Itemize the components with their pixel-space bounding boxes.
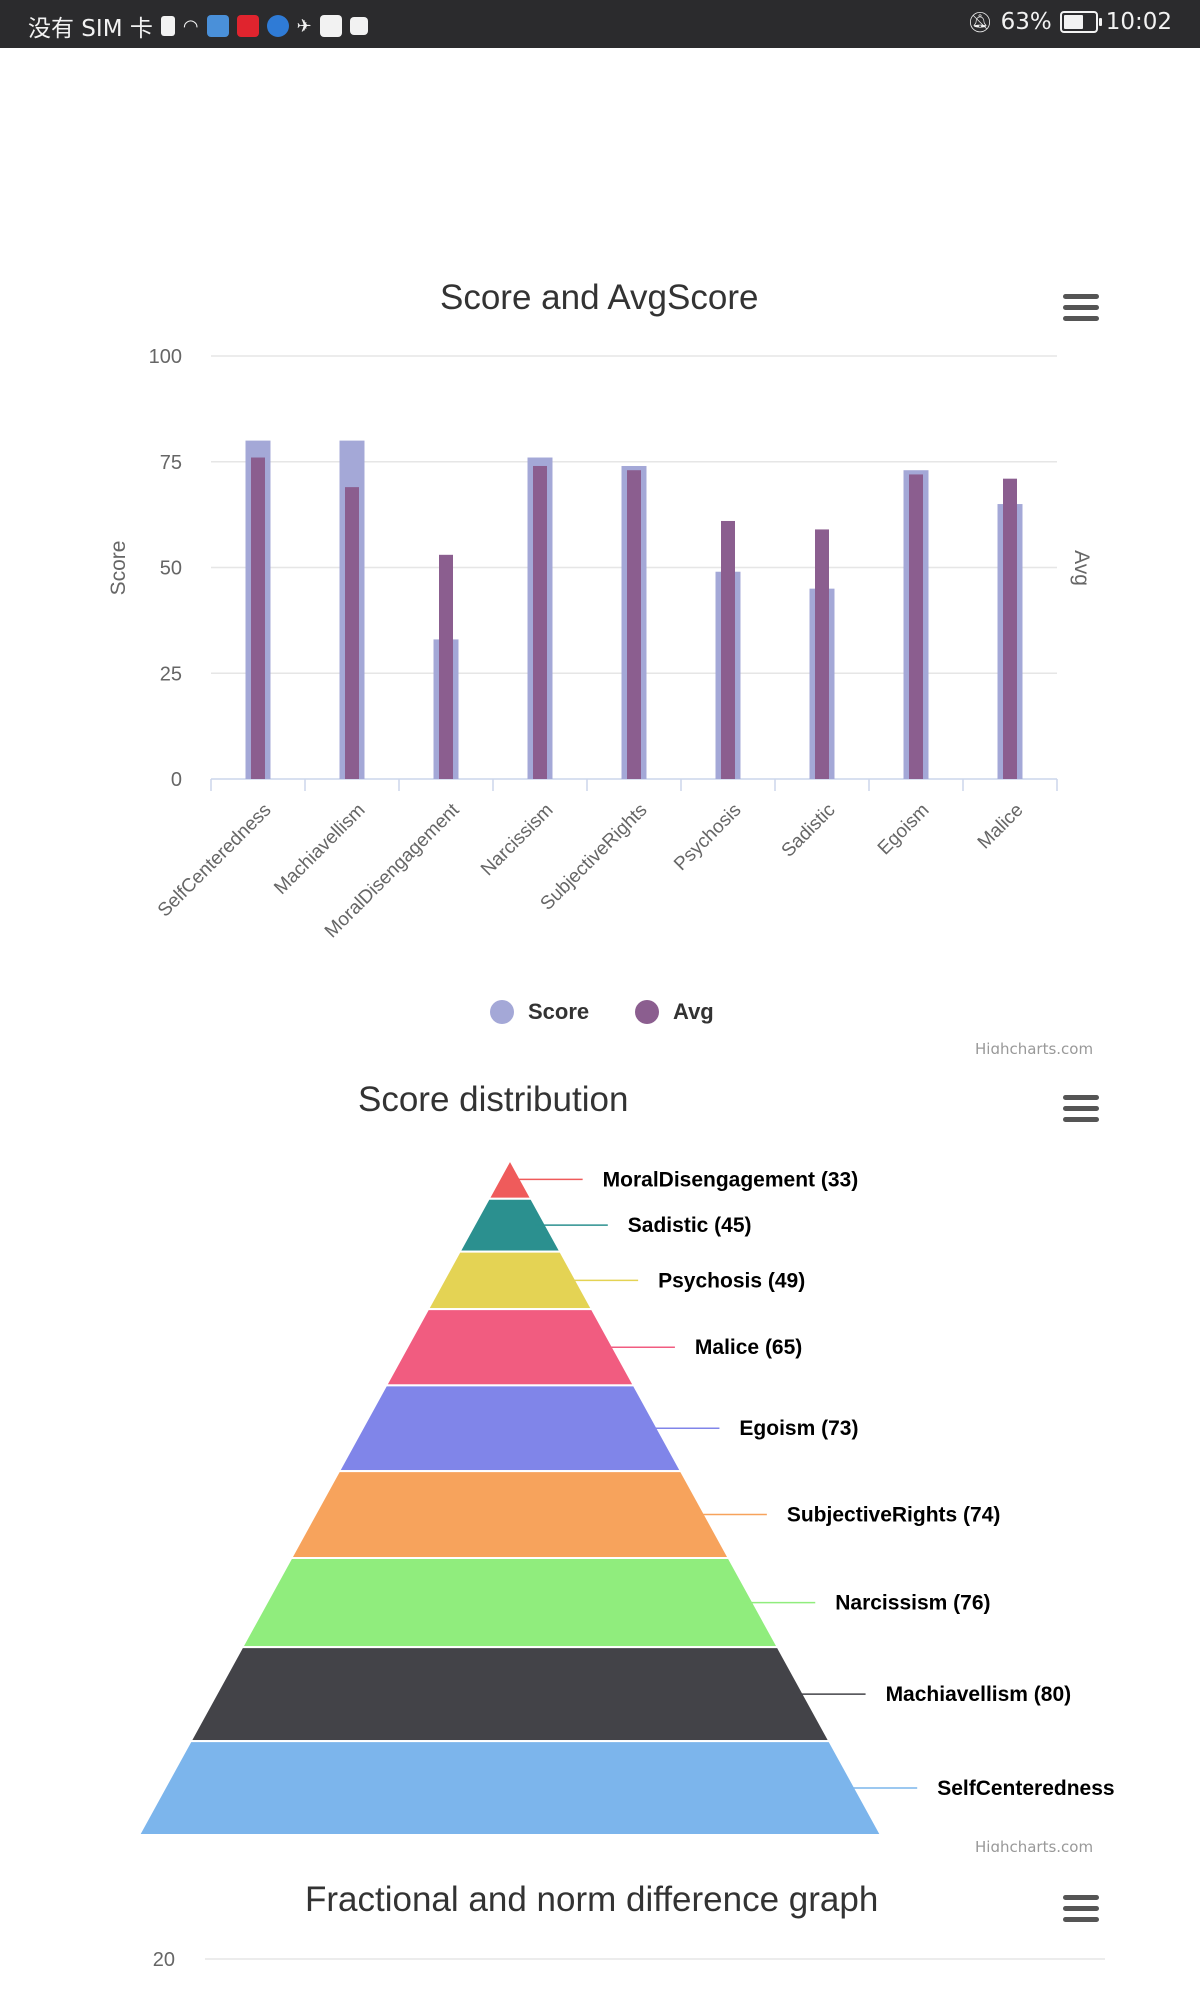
x-tick-label: Malice (974, 800, 1028, 854)
message-icon (319, 15, 342, 37)
pyramid-segment (384, 1308, 636, 1387)
legend-marker (635, 1000, 659, 1024)
y-tick-label: 75 (160, 452, 182, 474)
x-tick-label: Psychosis (670, 800, 745, 875)
pyramid-chart-svg: MoralDisengagement (33) Sadistic (45) Psyc… (137, 1157, 1115, 1836)
data-label: SelfCenteredness (937, 1777, 1114, 1800)
chart-title-fractional: Fractional and norm difference graph (305, 1880, 879, 1919)
y2-axis-title: Avg (1070, 550, 1093, 586)
y-tick-label: 50 (160, 558, 182, 580)
bird-icon: ✈ (296, 15, 312, 37)
data-label: Machiavellism (80) (886, 1683, 1072, 1706)
y-tick-label: 20 (153, 1949, 175, 1971)
x-tick-label: Sadistic (778, 800, 840, 862)
highcharts-credit[interactable]: Highcharts.com (975, 1040, 1094, 1054)
clock-time: 10:02 (1105, 9, 1172, 35)
distribution-chart: Score distribution MoralDisengagement (3… (0, 1060, 1200, 1860)
carrier-text: 没有 SIM 卡 (28, 16, 153, 42)
plus-app-icon (349, 17, 368, 35)
pyramid-segment (289, 1470, 731, 1559)
pyramid-segment (240, 1556, 780, 1649)
bar-avg (1003, 478, 1017, 779)
battery-fill (1063, 15, 1083, 29)
data-label: MoralDisengagement (33) (603, 1168, 859, 1191)
hamburger-menu-icon[interactable] (1063, 1895, 1099, 1925)
bar-avg (439, 554, 453, 779)
x-tick-label: Narcissism (477, 800, 558, 881)
mute-bell-icon: 🔕︎ (967, 10, 993, 34)
bar-avg (627, 470, 641, 779)
data-label: SubjectiveRights (74) (787, 1504, 1001, 1527)
hamburger-menu-icon[interactable] (1063, 1095, 1099, 1125)
x-tick-label: Machiavellism (270, 800, 369, 899)
fractional-chart-svg: 20 (153, 1949, 1105, 1971)
legend-label: Avg (673, 999, 714, 1024)
legend-label: Score (528, 999, 589, 1024)
x-tick-label: SelfCenteredness (154, 800, 276, 922)
bar-chart-svg: 0 25 50 75 100 Score Avg SelfCenterednessMachia… (107, 346, 1093, 1024)
bar-avg (815, 529, 829, 779)
chart-title-distribution: Score distribution (358, 1080, 629, 1119)
app-notification-icon (206, 15, 229, 37)
sim-alert-icon (160, 16, 175, 36)
bar-avg (345, 487, 359, 779)
status-bar: 没有 SIM 卡 ◠ ✈ 🔕︎ 63% 10:02 (0, 0, 1200, 48)
data-label: Malice (65) (695, 1336, 802, 1359)
score-avg-chart: Score and AvgScore 0 25 50 75 100 Score Avg Sel… (0, 48, 1200, 1060)
battery-percent: 63% (1000, 9, 1052, 35)
pyramid-segment (137, 1740, 883, 1836)
pyramid-segment (188, 1646, 832, 1743)
x-tick-label: Egoism (874, 800, 934, 860)
y-axis-title: Score (107, 541, 130, 596)
legend-marker (490, 1000, 514, 1024)
battery-icon (1059, 11, 1102, 33)
bar-avg (533, 465, 547, 779)
browser-icon (266, 15, 289, 37)
data-label: Sadistic (45) (628, 1214, 752, 1237)
y-tick-label: 100 (149, 346, 182, 368)
fractional-chart: Fractional and norm difference graph 20 (0, 1860, 1200, 2000)
bar-avg (721, 520, 735, 779)
y-tick-label: 0 (171, 769, 182, 791)
data-label: Egoism (73) (739, 1417, 858, 1440)
y-tick-label: 25 (160, 663, 182, 685)
weibo-icon (236, 15, 259, 37)
hamburger-menu-icon[interactable] (1063, 294, 1099, 324)
data-label: Psychosis (49) (658, 1269, 805, 1292)
bar-avg (251, 457, 265, 779)
chart-title-score-avg: Score and AvgScore (440, 278, 759, 317)
pyramid-segment (337, 1384, 683, 1473)
data-label: Narcissism (76) (835, 1592, 990, 1615)
bar-avg (909, 474, 923, 779)
wifi-icon: ◠ (182, 15, 199, 37)
highcharts-credit[interactable]: Highcharts.com (975, 1838, 1094, 1852)
